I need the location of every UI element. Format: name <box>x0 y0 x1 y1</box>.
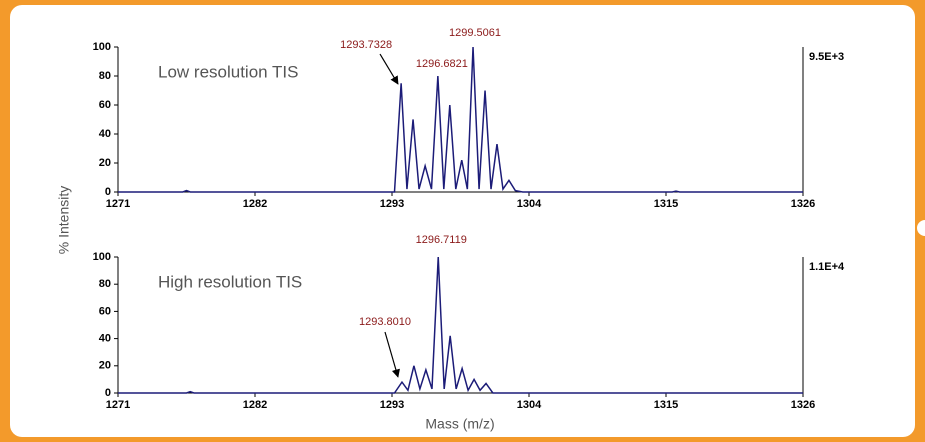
scale-label: 9.5E+3 <box>809 51 844 63</box>
peak-label: 1293.7328 <box>340 39 392 51</box>
edge-handle <box>915 218 925 238</box>
y-tick-label: 80 <box>99 70 111 82</box>
x-tick-label: 1282 <box>243 198 267 210</box>
panel <box>10 5 915 437</box>
peak-arrow <box>384 331 400 378</box>
x-tick-label: 1315 <box>654 198 678 210</box>
panel-title: High resolution TIS <box>158 272 302 291</box>
x-tick-label: 1271 <box>106 399 130 411</box>
y-tick-label: 40 <box>99 333 111 345</box>
y-tick-label: 60 <box>99 305 111 317</box>
y-tick-label: 20 <box>99 157 111 169</box>
x-tick-label: 1282 <box>243 399 267 411</box>
panel-title: Low resolution TIS <box>158 62 298 81</box>
x-tick-label: 1304 <box>517 399 542 411</box>
peak-arrow <box>379 53 399 85</box>
y-tick-label: 100 <box>93 41 111 53</box>
y-tick-label: 0 <box>105 186 111 198</box>
x-axis-label: Mass (m/z) <box>425 416 494 432</box>
x-tick-label: 1293 <box>380 198 404 210</box>
y-tick-label: 60 <box>99 99 111 111</box>
spectrum-line <box>118 256 803 394</box>
spectrum-line <box>118 46 803 193</box>
x-tick-label: 1315 <box>654 399 678 411</box>
x-tick-label: 1293 <box>380 399 404 411</box>
peak-label: 1296.7119 <box>416 234 467 246</box>
x-tick-label: 1271 <box>106 198 130 210</box>
y-tick-label: 100 <box>93 251 111 263</box>
y-tick-label: 80 <box>99 278 111 290</box>
x-tick-label: 1304 <box>517 198 542 210</box>
peak-label: 1293.8010 <box>359 316 411 328</box>
y-axis-label: % Intensity <box>56 186 72 254</box>
y-tick-label: 40 <box>99 128 111 140</box>
peak-label: 1299.5061 <box>449 27 501 39</box>
x-tick-label: 1326 <box>791 198 815 210</box>
peak-label: 1296.6821 <box>416 58 468 70</box>
y-tick-label: 0 <box>105 387 111 399</box>
scale-label: 1.1E+4 <box>809 261 845 273</box>
x-tick-label: 1326 <box>791 399 815 411</box>
y-tick-label: 20 <box>99 360 111 372</box>
